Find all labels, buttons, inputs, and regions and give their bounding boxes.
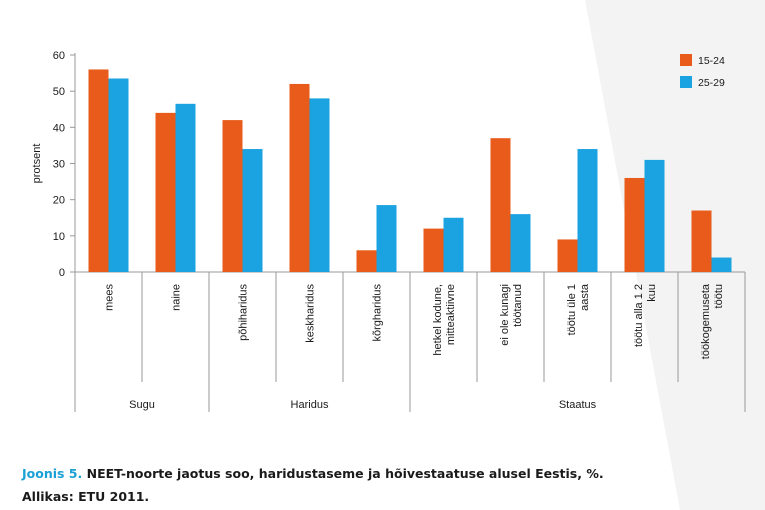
caption-text: NEET-noorte jaotus soo, haridustaseme ja… [82,466,604,481]
category-label: keskharidus [305,284,317,343]
bar-series-1 [289,83,310,272]
bar-series-1 [691,210,712,272]
bar-series-1 [356,250,377,272]
bar-series-1 [155,112,176,272]
y-tick-label: 10 [53,231,65,243]
bar-series-1 [624,177,645,272]
bar-series-2 [108,78,129,272]
bar-series-1 [423,228,444,272]
legend-swatch-series-1 [680,54,692,66]
bar-series-2 [510,214,531,272]
legend-label-series-2: 25-29 [698,77,725,89]
plot-area: protsent 0 10 20 30 40 50 60 Sugu Haridus Staatus m… [31,50,746,412]
category-label: mees [104,284,116,311]
category-label: töötu üle 1 [566,284,578,335]
group-label: Sugu [129,399,155,411]
category-label: hetkel kodune, [432,284,444,356]
y-tick-label: 60 [53,50,65,62]
category-label: kuu [646,284,658,302]
y-tick-label: 0 [59,267,65,279]
caption-lead: Joonis 5. [22,466,83,481]
category-label: töötu alla 1 2 [633,284,645,347]
group-label: Haridus [291,399,329,411]
category-label: töötu [713,284,725,308]
bar-series-1 [557,239,578,272]
bar-series-1 [88,69,109,272]
y-tick-label: 40 [53,122,65,134]
y-tick-label: 20 [53,195,65,207]
legend-swatch-series-2 [680,76,692,88]
y-tick-label: 50 [53,86,65,98]
bar-series-2 [175,103,196,272]
bar-series-2 [577,149,598,272]
background-band [585,0,765,510]
category-label: töötanud [512,284,524,327]
bar-series-1 [490,138,511,272]
bar-series-2 [376,205,397,272]
category-label: töökogemuseta [700,283,712,359]
category-label: ei ole kunagi [499,284,511,346]
legend: 15-24 25-29 [680,54,725,89]
bar-series-2 [242,149,263,272]
caption-source: Allikas: ETU 2011. [22,489,150,504]
y-axis-label: protsent [31,144,43,184]
bar-series-2 [309,98,330,273]
category-label: kõrgharidus [372,284,384,342]
figure-caption: Joonis 5. NEET-noorte jaotus soo, haridu… [22,462,742,508]
category-label: mitteaktiivne [445,284,457,345]
category-label: aasta [579,283,591,311]
category-label: põhiharidus [238,284,250,341]
bar-series-2 [644,159,665,272]
category-label: naine [171,284,183,311]
y-tick-label: 30 [53,159,65,171]
group-label: Staatus [559,399,597,411]
caption-line: Joonis 5. NEET-noorte jaotus soo, haridu… [22,462,742,485]
legend-label-series-1: 15-24 [698,55,725,67]
bar-series-2 [443,217,464,272]
bar-series-2 [711,257,732,272]
bar-series-1 [222,120,243,272]
